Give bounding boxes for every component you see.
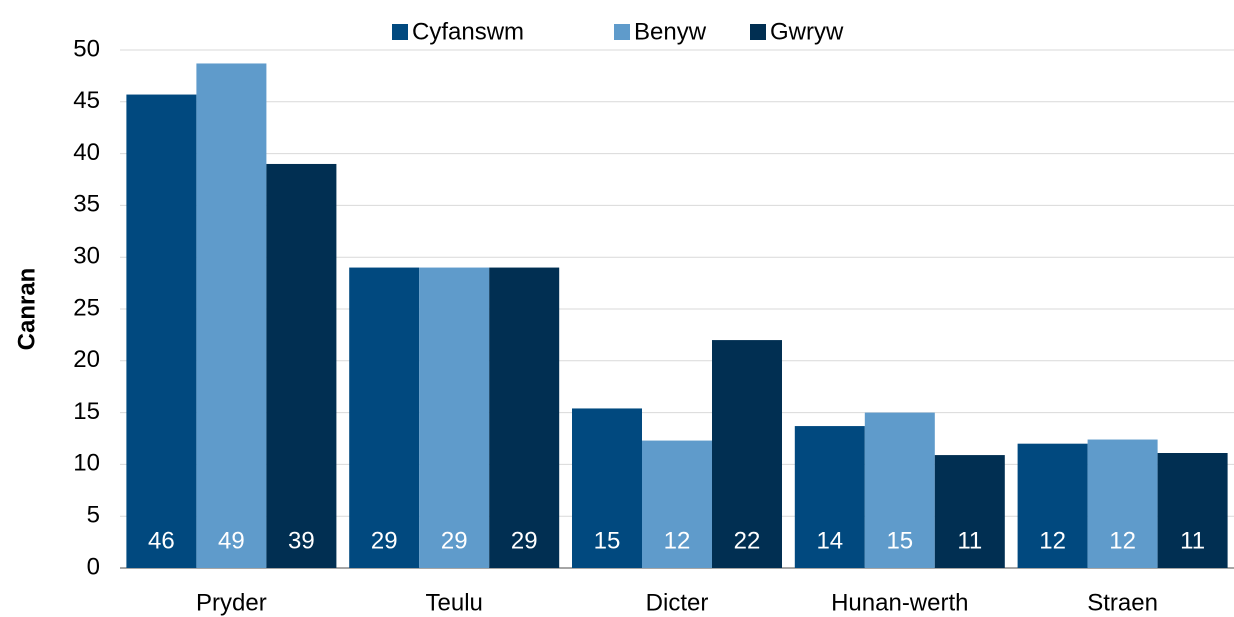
y-axis-label: Canran bbox=[13, 268, 40, 351]
value-label: 12 bbox=[664, 527, 691, 554]
x-tick-label: Hunan-werth bbox=[831, 589, 968, 616]
y-tick-label: 10 bbox=[73, 450, 100, 477]
value-label: 39 bbox=[288, 527, 315, 554]
value-label: 49 bbox=[218, 527, 245, 554]
bar bbox=[794, 426, 865, 568]
value-label: 29 bbox=[511, 527, 538, 554]
bar bbox=[934, 455, 1005, 568]
bar bbox=[1087, 439, 1158, 568]
legend-swatch bbox=[750, 24, 766, 40]
x-tick-label: Straen bbox=[1087, 589, 1158, 616]
bar bbox=[1157, 453, 1228, 568]
bar bbox=[349, 267, 420, 568]
value-label: 46 bbox=[148, 527, 175, 554]
value-label: 14 bbox=[816, 527, 843, 554]
y-tick-label: 15 bbox=[73, 398, 100, 425]
legend-label: Cyfanswm bbox=[412, 18, 524, 45]
y-tick-label: 40 bbox=[73, 139, 100, 166]
y-tick-label: 25 bbox=[73, 294, 100, 321]
bar bbox=[196, 63, 267, 569]
y-tick-label: 35 bbox=[73, 191, 100, 218]
bar bbox=[419, 267, 490, 568]
x-tick-label: Pryder bbox=[196, 589, 267, 616]
value-label: 15 bbox=[886, 527, 913, 554]
bar bbox=[642, 440, 712, 568]
bar bbox=[489, 267, 560, 568]
value-label: 12 bbox=[1039, 527, 1066, 554]
bar bbox=[712, 340, 782, 568]
y-tick-label: 30 bbox=[73, 243, 100, 270]
legend-swatch bbox=[392, 24, 408, 40]
value-label: 29 bbox=[371, 527, 398, 554]
legend-swatch bbox=[614, 24, 630, 40]
value-label: 11 bbox=[957, 527, 982, 554]
y-tick-label: 50 bbox=[73, 35, 100, 62]
value-label: 12 bbox=[1109, 527, 1136, 554]
x-tick-label: Teulu bbox=[426, 589, 483, 616]
x-tick-label: Dicter bbox=[646, 589, 709, 616]
bar bbox=[864, 412, 935, 568]
y-tick-label: 45 bbox=[73, 87, 100, 114]
bar bbox=[126, 94, 197, 568]
legend-label: Gwryw bbox=[770, 18, 844, 45]
y-tick-label: 20 bbox=[73, 346, 100, 373]
bar bbox=[572, 408, 642, 568]
bar bbox=[1017, 443, 1088, 568]
value-label: 29 bbox=[441, 527, 468, 554]
value-label: 15 bbox=[594, 527, 621, 554]
y-tick-label: 0 bbox=[87, 553, 100, 580]
value-label: 11 bbox=[1180, 527, 1205, 554]
bar bbox=[266, 163, 337, 568]
value-label: 22 bbox=[734, 527, 761, 554]
y-tick-label: 5 bbox=[87, 502, 100, 529]
legend-label: Benyw bbox=[634, 18, 707, 45]
